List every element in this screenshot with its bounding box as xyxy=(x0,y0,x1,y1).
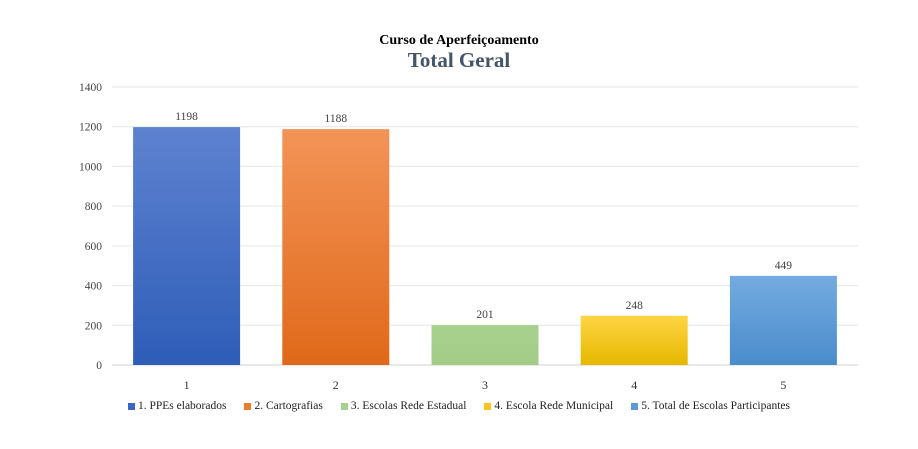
chart-title: Curso de Aperfeiçoamento xyxy=(379,33,539,48)
legend-label: 4. Escola Rede Municipal xyxy=(494,400,614,412)
legend-item: 1. PPEs elaborados xyxy=(127,400,227,412)
y-tick-label: 800 xyxy=(85,201,103,213)
legend-item: 3. Escolas Rede Estadual xyxy=(340,400,467,412)
y-tick-label: 1400 xyxy=(79,82,102,94)
x-tick-label: 5 xyxy=(780,378,786,392)
y-tick-label: 1000 xyxy=(79,161,102,173)
bar-2 xyxy=(282,129,390,365)
legend-swatch xyxy=(127,402,135,410)
chart-subtitle: Total Geral xyxy=(407,48,511,72)
y-tick-label: 0 xyxy=(96,360,102,372)
legend-swatch xyxy=(631,402,639,410)
y-tick-label: 1200 xyxy=(79,122,102,134)
data-label: 1198 xyxy=(175,111,198,123)
data-label: 1188 xyxy=(325,113,348,125)
legend-item: 2. Cartografias xyxy=(244,400,323,412)
legend-label: 3. Escolas Rede Estadual xyxy=(350,400,467,412)
x-tick-label: 3 xyxy=(482,378,488,392)
y-tick-label: 200 xyxy=(85,320,103,332)
chart-legend: 1. PPEs elaborados 2. Cartografias 3. Esco… xyxy=(0,400,918,412)
bar-1 xyxy=(133,127,241,366)
data-label: 449 xyxy=(775,260,793,272)
legend-label: 2. Cartografias xyxy=(254,400,323,412)
data-label: 248 xyxy=(626,300,644,312)
bar-5 xyxy=(729,275,837,365)
legend-swatch xyxy=(484,402,492,410)
legend-label: 1. PPEs elaborados xyxy=(137,400,227,412)
legend-item: 4. Escola Rede Municipal xyxy=(484,400,613,412)
legend-swatch xyxy=(244,402,252,410)
y-tick-label: 400 xyxy=(85,281,103,293)
x-tick-label: 1 xyxy=(184,378,190,392)
x-tick-label: 2 xyxy=(333,378,339,392)
data-label: 201 xyxy=(476,309,494,321)
bar-3 xyxy=(431,325,539,365)
x-tick-label: 4 xyxy=(631,378,637,392)
legend-label: 5. Total de Escolas Participantes xyxy=(641,400,790,412)
legend-item: 5. Total de Escolas Participantes xyxy=(631,400,790,412)
y-tick-label: 600 xyxy=(85,241,103,253)
bar-4 xyxy=(580,315,688,365)
legend-swatch xyxy=(340,402,348,410)
